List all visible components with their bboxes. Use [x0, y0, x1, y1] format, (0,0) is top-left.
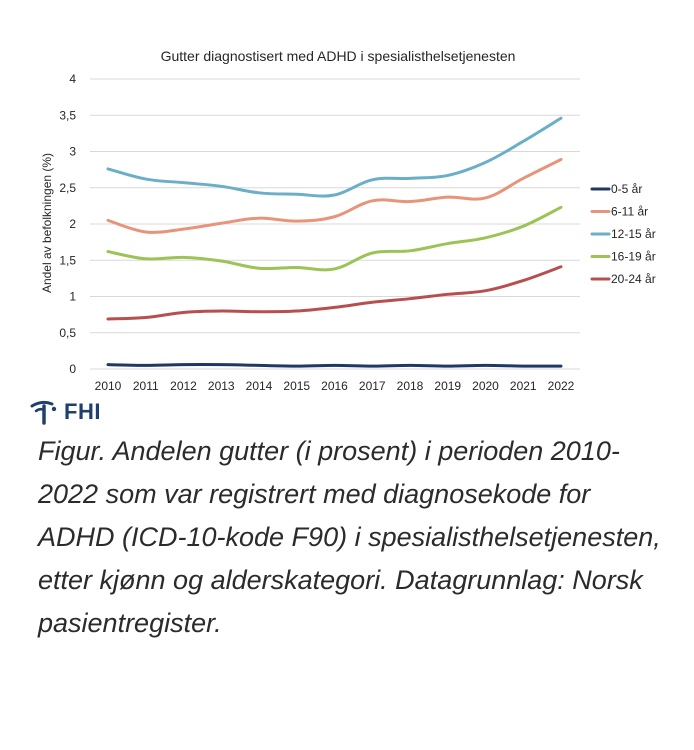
y-axis-title: Andel av befolkningen (%): [40, 153, 54, 293]
gridlines: [90, 78, 580, 370]
fhi-symbol-icon: [30, 400, 57, 425]
x-tick-label: 2010: [95, 379, 122, 393]
x-tick-label: 2020: [472, 379, 499, 393]
legend-label: 6-11 år: [611, 205, 648, 219]
y-tick-label: 3,5: [59, 108, 76, 122]
line-chart: Gutter diagnostisert med ADHD i spesiali…: [40, 48, 656, 393]
x-tick-label: 2019: [434, 379, 461, 393]
y-tick-labels: 0 0,5 1 1,5 2 2,5 3 3,5 4: [59, 72, 76, 376]
legend-label: 16-19 år: [611, 250, 656, 264]
series-line-2: [106, 116, 563, 198]
legend-label: 12-15 år: [611, 227, 656, 241]
series-line-0: [106, 363, 563, 368]
y-tick-label: 1,5: [59, 253, 76, 267]
y-tick-label: 2: [69, 217, 76, 231]
x-tick-label: 2013: [208, 379, 235, 393]
y-tick-label: 3: [69, 145, 76, 159]
x-tick-label: 2017: [359, 379, 386, 393]
y-tick-label: 2,5: [59, 181, 76, 195]
x-tick-label: 2012: [170, 379, 197, 393]
figure-caption: Figur. Andelen gutter (i prosent) i peri…: [38, 436, 661, 638]
y-tick-label: 4: [69, 72, 76, 86]
x-tick-labels: 2010 2011 2012 2013 2014 2015 2016 2017 2018 2019…: [95, 379, 575, 393]
x-tick-label: 2022: [548, 379, 575, 393]
x-tick-label: 2018: [397, 379, 424, 393]
series-lines: [106, 116, 563, 368]
chart-svg: Gutter diagnostisert med ADHD i spesiali…: [40, 48, 656, 393]
series-line-1: [106, 157, 563, 234]
y-tick-label: 0,5: [59, 326, 76, 340]
x-tick-label: 2011: [133, 379, 159, 393]
x-tick-label: 2021: [510, 379, 537, 393]
x-tick-label: 2015: [283, 379, 310, 393]
chart-title: Gutter diagnostisert med ADHD i spesiali…: [161, 48, 516, 64]
x-tick-label: 2014: [246, 379, 273, 393]
series-line-3: [106, 205, 563, 272]
legend-label: 20-24 år: [611, 272, 656, 286]
x-tick-label: 2016: [321, 379, 348, 393]
series-line-4: [106, 265, 563, 321]
fhi-logo: FHI: [30, 397, 101, 427]
y-tick-label: 1: [69, 290, 76, 304]
legend: 0-5 år 6-11 år 12-15 år 16-19 år 20-24 år: [590, 182, 656, 286]
fhi-logo-text: FHI: [64, 399, 101, 424]
legend-label: 0-5 år: [611, 182, 642, 196]
y-tick-label: 0: [69, 362, 76, 376]
